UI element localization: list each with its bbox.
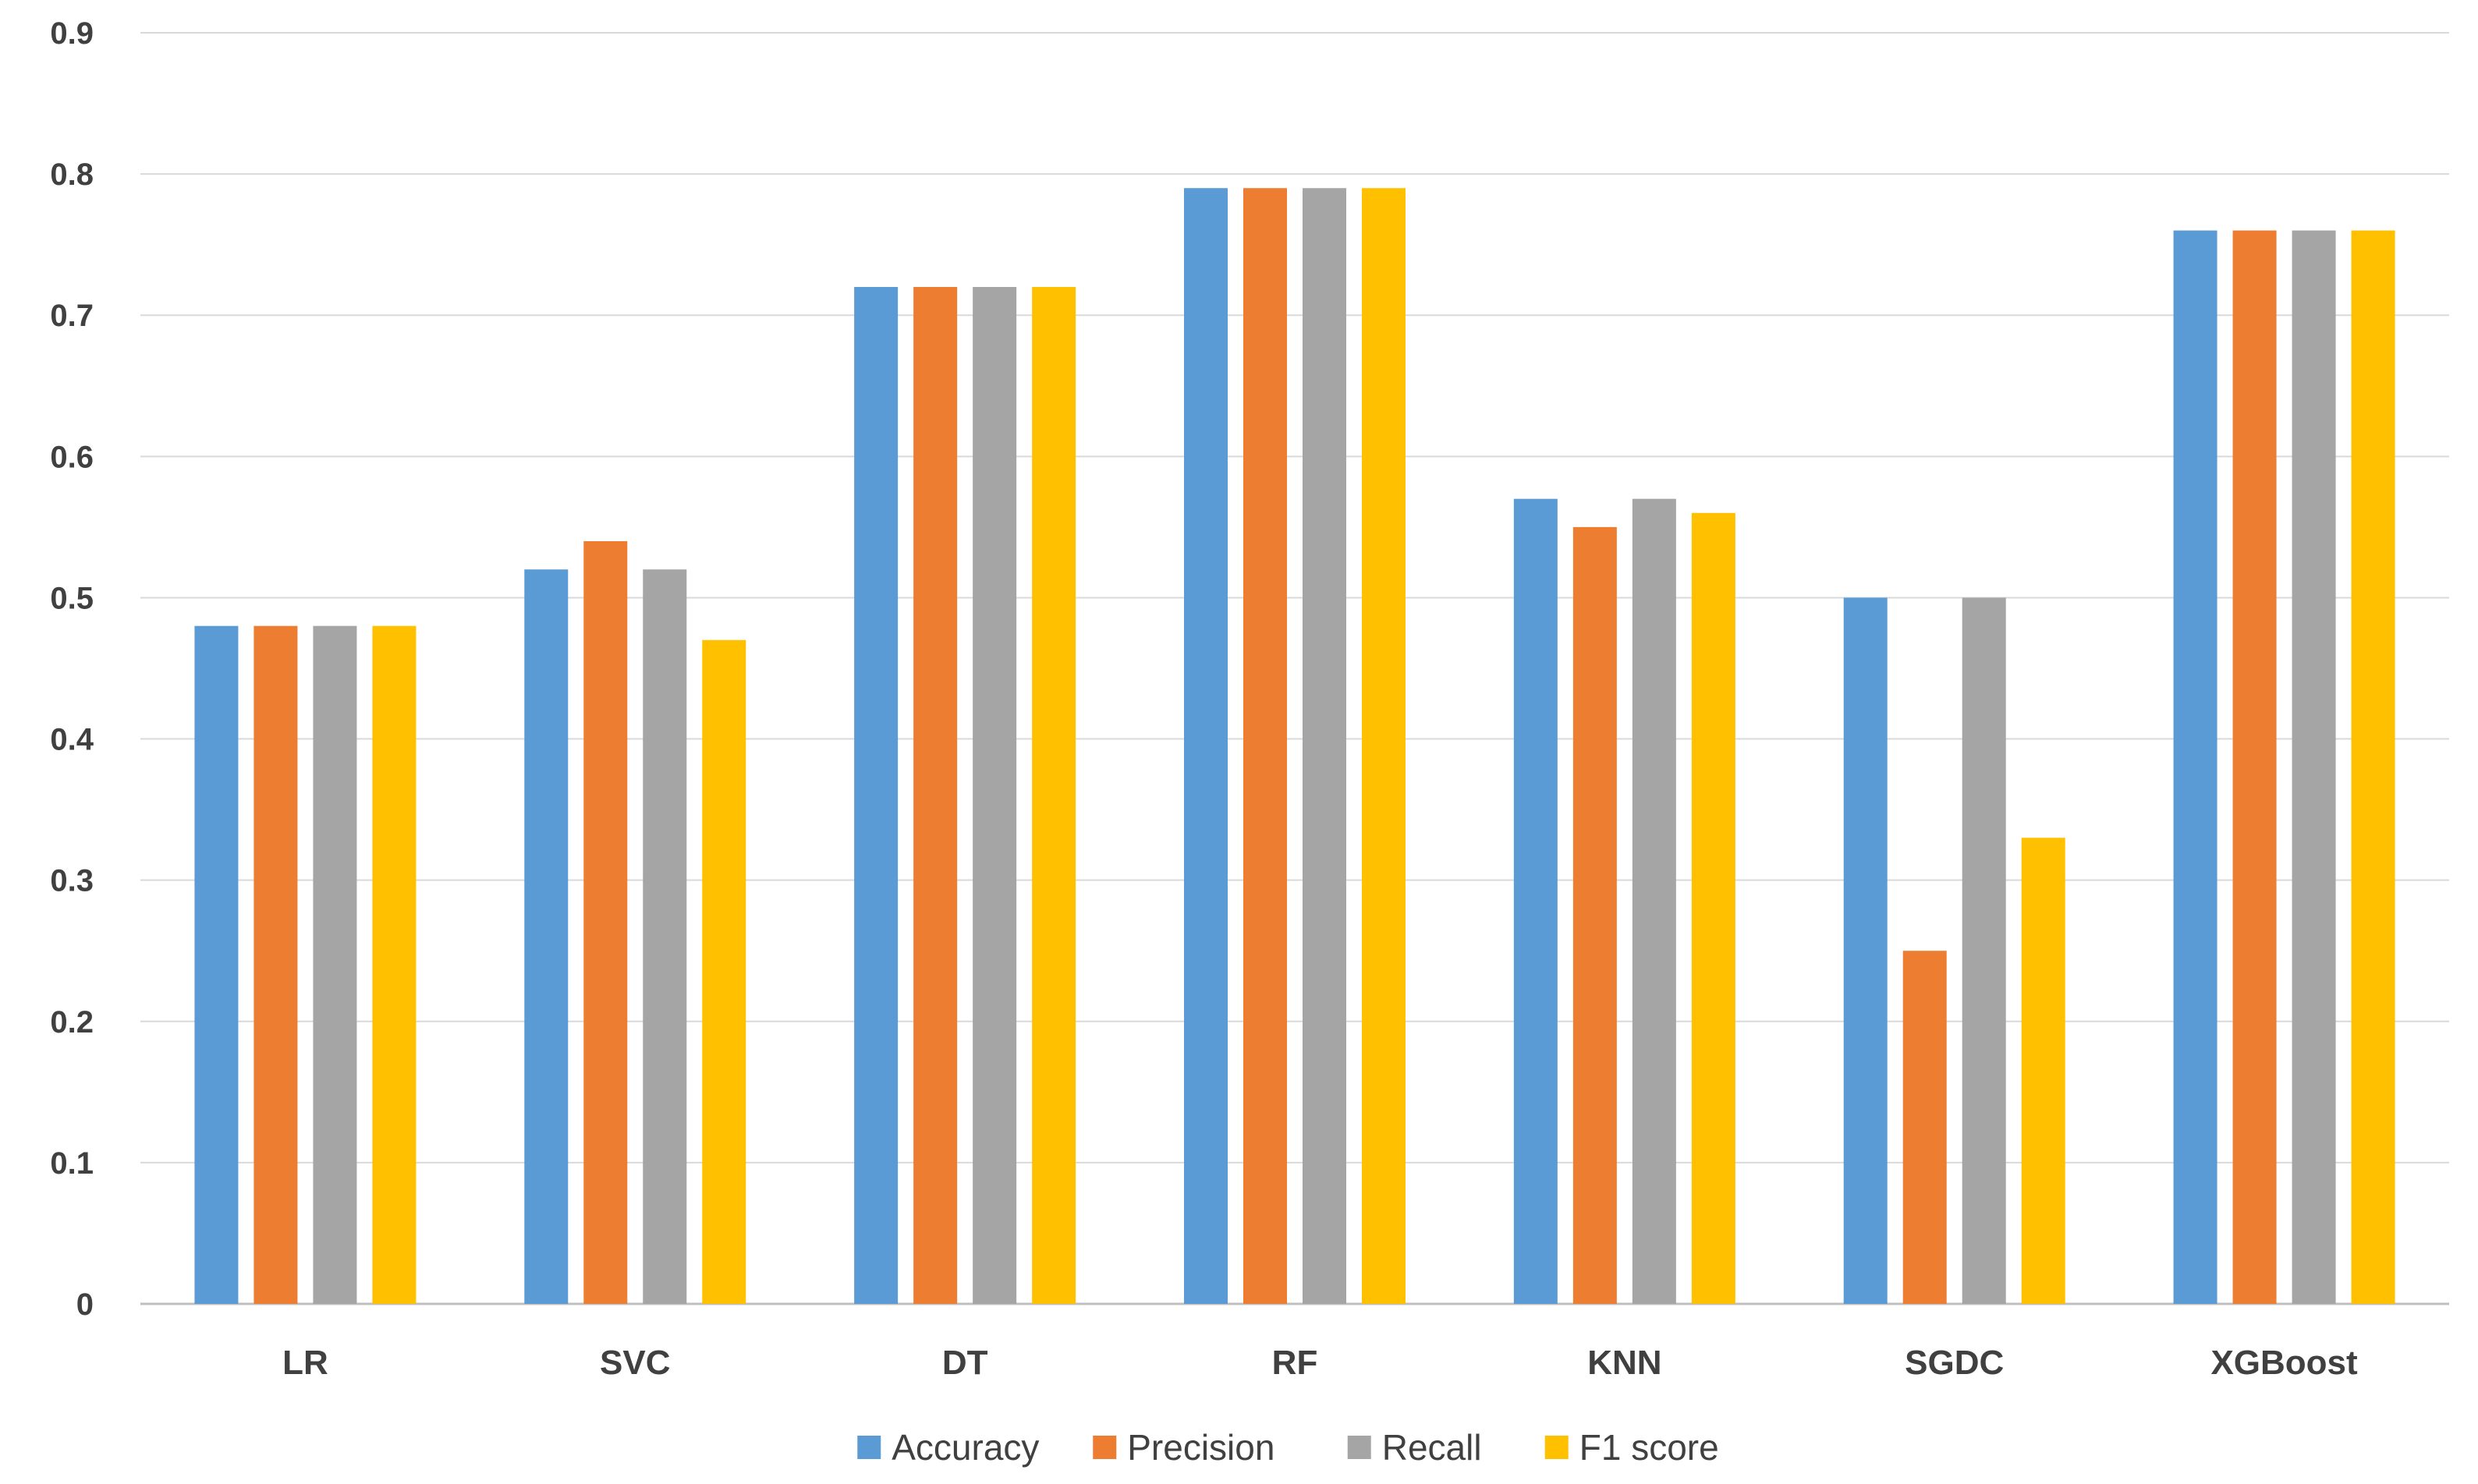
legend-swatch-accuracy [857, 1436, 881, 1459]
bar-rf-recall [1303, 188, 1346, 1305]
bar-lr-f1-score [372, 625, 417, 1304]
bar-rf-precision [1243, 188, 1287, 1305]
x-tick-label: SGDC [1905, 1344, 2004, 1382]
y-axis-ticks: 0 0.1 0.2 0.3 0.4 0.5 0.6 0.7 0.8 0.9 [50, 16, 94, 1322]
bar-sgdc-recall [1962, 597, 2006, 1304]
y-tick-label: 0 [76, 1287, 94, 1322]
legend-label-f1-score: F1 score [1579, 1427, 1719, 1468]
x-axis: LR SVC DT RF KNN SGDC XGBoost [282, 1344, 2358, 1382]
y-tick-label: 0.5 [50, 581, 94, 615]
bar-dt-f1-score [1032, 287, 1076, 1304]
x-tick-label: LR [282, 1344, 328, 1382]
bar-rf-f1-score [1362, 188, 1406, 1305]
x-tick-label: SVC [600, 1344, 670, 1382]
y-tick-label: 0.8 [50, 158, 94, 192]
bar-sgdc-f1-score [2021, 838, 2065, 1304]
bar-knn-precision [1572, 526, 1617, 1304]
bar-sgdc-precision [1902, 951, 1947, 1304]
bar-xgboost-recall [2292, 230, 2336, 1304]
x-tick-label: KNN [1587, 1344, 1661, 1382]
legend-swatch-f1-score [1544, 1436, 1569, 1459]
y-tick-label: 0.6 [50, 440, 94, 474]
bar-lr-precision [253, 625, 298, 1304]
y-tick-label: 0.2 [50, 1005, 94, 1040]
bar-xgboost-precision [2232, 230, 2277, 1304]
bar-xgboost-f1-score [2351, 230, 2395, 1304]
y-tick-label: 0.4 [50, 723, 94, 757]
x-tick-label: DT [942, 1344, 988, 1382]
bar-knn-recall [1632, 498, 1676, 1304]
x-tick-label: RF [1272, 1344, 1318, 1382]
y-tick-label: 0.1 [50, 1146, 94, 1181]
bar-lr-accuracy [194, 625, 239, 1304]
y-tick-label: 0.9 [50, 16, 94, 51]
bar-svc-precision [583, 541, 628, 1304]
bar-knn-f1-score [1691, 512, 1735, 1304]
bar-sgdc-accuracy [1843, 597, 1888, 1304]
legend-label-recall: Recall [1382, 1427, 1482, 1468]
legend: Accuracy Precision Recall F1 score [857, 1427, 1719, 1468]
bar-svc-f1-score [702, 639, 746, 1304]
y-tick-label: 0.3 [50, 864, 94, 898]
bar-knn-accuracy [1513, 498, 1558, 1304]
x-tick-label: XGBoost [2210, 1344, 2358, 1382]
legend-swatch-precision [1093, 1436, 1117, 1459]
bar-svc-accuracy [524, 569, 569, 1304]
legend-label-precision: Precision [1127, 1427, 1274, 1468]
gridlines [140, 32, 2449, 1305]
bar-dt-recall [973, 287, 1017, 1304]
legend-label-accuracy: Accuracy [892, 1427, 1039, 1468]
bar-xgboost-accuracy [2173, 230, 2217, 1304]
bar-dt-precision [913, 287, 958, 1304]
bar-rf-accuracy [1184, 188, 1228, 1305]
bar-dt-accuracy [854, 287, 899, 1304]
bars [194, 188, 2395, 1305]
bar-lr-recall [313, 625, 357, 1304]
bar-svc-recall [643, 569, 687, 1304]
y-tick-label: 0.7 [50, 299, 94, 333]
legend-swatch-recall [1347, 1436, 1371, 1459]
